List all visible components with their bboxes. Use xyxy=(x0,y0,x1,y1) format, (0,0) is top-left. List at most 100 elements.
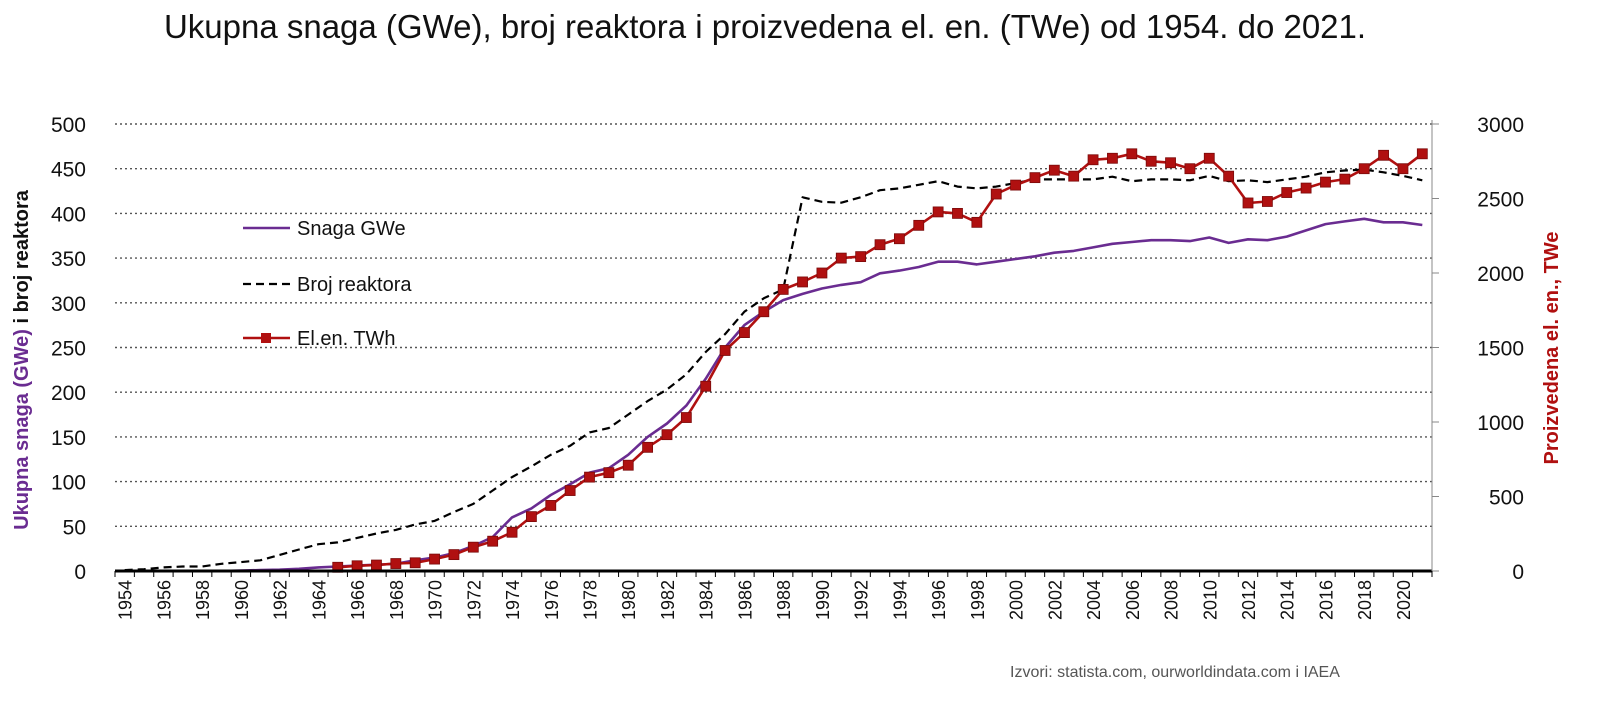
data-point-el-en xyxy=(777,283,789,295)
x-tick-label: 1998 xyxy=(968,580,988,620)
data-point-el-en xyxy=(1397,163,1409,175)
right-axis-ticks: 0 500 1000 1500 2000 2500 3000 xyxy=(1432,114,1524,584)
right-tick-label: 500 xyxy=(1489,487,1524,510)
legend: Snaga GWe Broj reaktora El.en. TWh xyxy=(243,218,412,350)
x-tick-label: 2004 xyxy=(1084,580,1104,620)
x-tick-label: 1978 xyxy=(581,580,601,620)
data-point-el-en xyxy=(1203,152,1215,164)
left-tick-label: 150 xyxy=(51,427,86,450)
chart-title: Ukupna snaga (GWe), broj reaktora i proi… xyxy=(163,8,1367,45)
data-point-el-en xyxy=(971,216,983,228)
data-point-el-en xyxy=(564,485,576,496)
x-tick-label: 1986 xyxy=(735,580,755,620)
data-point-el-en xyxy=(1416,148,1428,160)
data-point-el-en xyxy=(642,441,654,453)
x-tick-label: 2020 xyxy=(1394,580,1414,620)
x-tick-label: 2010 xyxy=(1200,580,1220,620)
data-point-el-en xyxy=(409,557,421,569)
x-tick-label: 1984 xyxy=(697,580,717,620)
data-point-el-en xyxy=(1358,163,1370,175)
data-point-el-en xyxy=(1261,196,1273,207)
x-tick-label: 1982 xyxy=(658,580,678,620)
data-point-el-en xyxy=(680,412,692,423)
data-point-el-en xyxy=(661,429,673,441)
right-tick-label: 0 xyxy=(1512,561,1524,584)
x-tick-label: 1972 xyxy=(464,580,484,620)
data-point-el-en xyxy=(1068,170,1080,182)
left-tick-label: 250 xyxy=(51,338,86,361)
data-point-el-en xyxy=(1048,164,1060,176)
data-point-el-en xyxy=(448,549,460,561)
data-point-el-en xyxy=(932,206,944,218)
data-point-el-en xyxy=(351,560,363,572)
right-tick-label: 1500 xyxy=(1477,338,1524,361)
left-tick-label: 100 xyxy=(51,472,86,495)
x-tick-label: 1960 xyxy=(232,580,252,620)
data-point-el-en xyxy=(1165,157,1176,169)
x-tick-label: 1956 xyxy=(154,580,174,620)
right-tick-label: 2000 xyxy=(1477,263,1524,286)
x-tick-label: 1954 xyxy=(116,580,136,620)
left-axis-title-part-a: Ukupna snaga (GWe) xyxy=(11,329,33,530)
data-point-el-en xyxy=(622,459,634,471)
x-tick-label: 2000 xyxy=(1007,580,1027,620)
x-tick-label: 1968 xyxy=(387,580,407,620)
data-point-el-en xyxy=(797,276,808,288)
x-tick-label: 1966 xyxy=(348,580,368,620)
x-tick-label: 2018 xyxy=(1355,580,1375,620)
left-tick-label: 50 xyxy=(63,516,86,539)
data-point-el-en xyxy=(1107,152,1118,164)
data-point-el-en xyxy=(835,252,847,264)
x-tick-label: 1964 xyxy=(309,580,329,620)
data-point-el-en xyxy=(855,251,867,263)
data-point-el-en xyxy=(371,559,382,571)
data-point-el-en xyxy=(913,219,925,231)
left-tick-label: 200 xyxy=(51,382,86,405)
left-tick-label: 500 xyxy=(51,114,86,137)
x-tick-label: 1974 xyxy=(503,580,523,620)
data-point-el-en xyxy=(390,558,402,569)
data-point-el-en xyxy=(874,239,886,251)
left-axis-title-part-b: i broj reaktora xyxy=(11,189,33,329)
data-point-el-en xyxy=(1126,148,1138,160)
left-tick-label: 450 xyxy=(51,159,86,182)
data-point-el-en xyxy=(758,306,770,318)
right-axis-title: Proizvedena el. en., TWe xyxy=(1541,231,1563,464)
data-point-el-en xyxy=(487,535,499,547)
x-tick-label: 1996 xyxy=(929,580,949,620)
data-point-el-en xyxy=(1223,170,1235,182)
x-tick-label: 1990 xyxy=(813,580,833,620)
x-tick-label: 1992 xyxy=(852,580,872,620)
x-tick-label: 2012 xyxy=(1239,580,1259,620)
left-axis-ticks: 0 50 100 150 200 250 300 350 400 450 500 xyxy=(51,114,86,584)
data-point-el-en xyxy=(526,511,537,523)
data-point-el-en xyxy=(1145,155,1157,167)
left-axis-title: Ukupna snaga (GWe) i broj reaktora xyxy=(11,189,33,530)
data-point-el-en xyxy=(816,267,828,279)
data-point-el-en xyxy=(719,345,731,356)
x-tick-label: 1962 xyxy=(271,580,291,620)
left-tick-label: 400 xyxy=(51,203,86,226)
data-point-el-en xyxy=(1281,187,1293,198)
legend-label: Snaga GWe xyxy=(297,218,406,240)
x-tick-label: 1958 xyxy=(193,580,213,620)
x-tick-label: 1980 xyxy=(619,580,639,620)
data-point-el-en xyxy=(603,467,615,479)
series-line-broj-reaktora xyxy=(124,168,1423,572)
x-tick-label: 2014 xyxy=(1278,580,1298,620)
data-point-el-en xyxy=(1320,176,1331,188)
right-tick-label: 2500 xyxy=(1477,189,1524,212)
left-tick-label: 0 xyxy=(74,561,86,584)
source-note: Izvori: statista.com, ourworldindata.com… xyxy=(1010,664,1340,681)
data-point-el-en xyxy=(1029,172,1041,184)
data-point-el-en xyxy=(700,380,712,392)
data-point-el-en xyxy=(952,207,963,219)
x-tick-label: 1970 xyxy=(426,580,446,620)
x-tick-label: 1994 xyxy=(890,580,910,620)
x-tick-label: 2006 xyxy=(1123,580,1143,620)
left-tick-label: 300 xyxy=(51,293,86,316)
data-point-el-en xyxy=(506,526,518,538)
data-point-el-en xyxy=(545,500,557,511)
data-point-el-en xyxy=(1339,173,1351,185)
